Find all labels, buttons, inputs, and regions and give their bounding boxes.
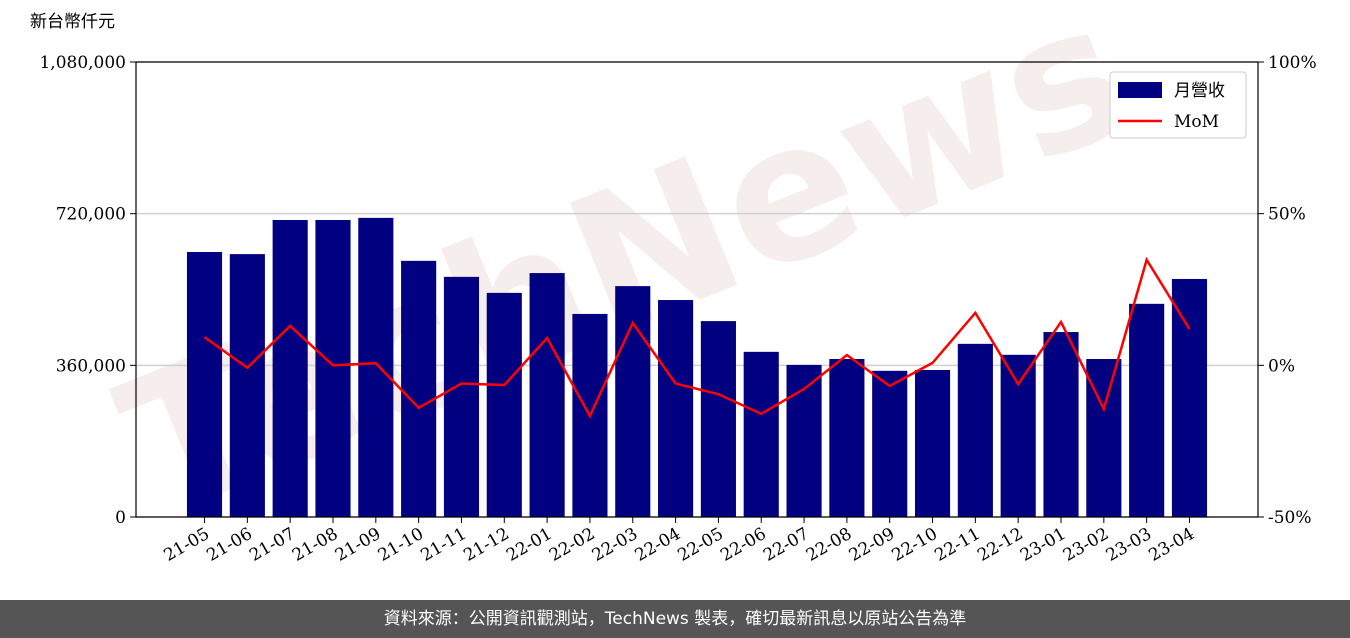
- bar: [829, 359, 865, 517]
- y2-tick-label: -50%: [1268, 508, 1312, 528]
- bar: [315, 219, 351, 517]
- bar: [700, 321, 736, 517]
- y-axis-label: 新台幣仟元: [30, 12, 115, 32]
- bar: [743, 351, 779, 517]
- bar: [658, 300, 694, 517]
- line-series: [203, 256, 1191, 419]
- x-tick-label: 22-05: [674, 524, 726, 566]
- plot-frame: [135, 61, 1259, 518]
- bar: [186, 252, 223, 517]
- y2-tick-label: 0%: [1268, 356, 1295, 376]
- x-tick-label: 22-04: [632, 524, 684, 566]
- x-tick-label: 22-02: [546, 524, 598, 566]
- bar: [272, 219, 308, 517]
- footer: 資料來源：公開資訊觀測站，TechNews 製表，確切最新訊息以原站公告為準: [0, 600, 1350, 638]
- y-tick-label: 0: [115, 508, 126, 528]
- x-tick-label: 22-08: [803, 524, 855, 566]
- x-tick-label: 22-07: [760, 524, 812, 566]
- y-tick-label: 1,080,000: [39, 53, 126, 73]
- legend-label: 月營收: [1174, 81, 1225, 101]
- x-tick-label: 22-10: [889, 524, 941, 566]
- bar: [1043, 332, 1079, 517]
- x-tick-label: 21-12: [460, 524, 512, 566]
- x-tick-label: 22-12: [974, 524, 1026, 566]
- x-tick-label: 22-03: [589, 524, 641, 566]
- x-tick-label: 23-04: [1146, 524, 1198, 566]
- x-tick-label: 22-06: [717, 524, 769, 566]
- x-tick-label: 21-09: [332, 524, 384, 566]
- bar: [872, 370, 908, 517]
- bar: [1129, 303, 1165, 517]
- bar: [957, 343, 993, 517]
- bar: [229, 254, 265, 517]
- chart: 新台幣仟元 TechNews 0360,000720,0001,080,000-…: [30, 0, 1317, 566]
- x-tick-label: 23-02: [1060, 524, 1112, 566]
- bar: [529, 273, 565, 517]
- x-tick-label: 21-11: [418, 524, 470, 566]
- bar: [1171, 278, 1208, 517]
- x-tick-label: 21-07: [246, 524, 298, 566]
- bar: [914, 369, 951, 517]
- x-tick-label: 22-01: [503, 524, 555, 566]
- x-tick-label: 21-10: [375, 524, 427, 566]
- x-tick-label: 22-09: [846, 524, 898, 566]
- x-tick-label: 23-03: [1103, 524, 1155, 566]
- y2-tick-label: 50%: [1268, 205, 1306, 225]
- bar: [486, 292, 522, 517]
- bar: [443, 276, 480, 517]
- legend-label: MoM: [1174, 112, 1219, 132]
- y-tick-label: 720,000: [56, 205, 126, 225]
- y2-tick-label: 100%: [1268, 53, 1317, 73]
- bar: [401, 260, 437, 517]
- x-tick-label: 21-08: [289, 524, 341, 566]
- bar: [358, 217, 394, 517]
- x-tick-label: 22-11: [931, 524, 983, 566]
- y-tick-label: 360,000: [56, 356, 126, 376]
- legend-swatch: [1118, 82, 1162, 98]
- x-tick-label: 23-01: [1017, 524, 1069, 566]
- bar: [1000, 354, 1036, 517]
